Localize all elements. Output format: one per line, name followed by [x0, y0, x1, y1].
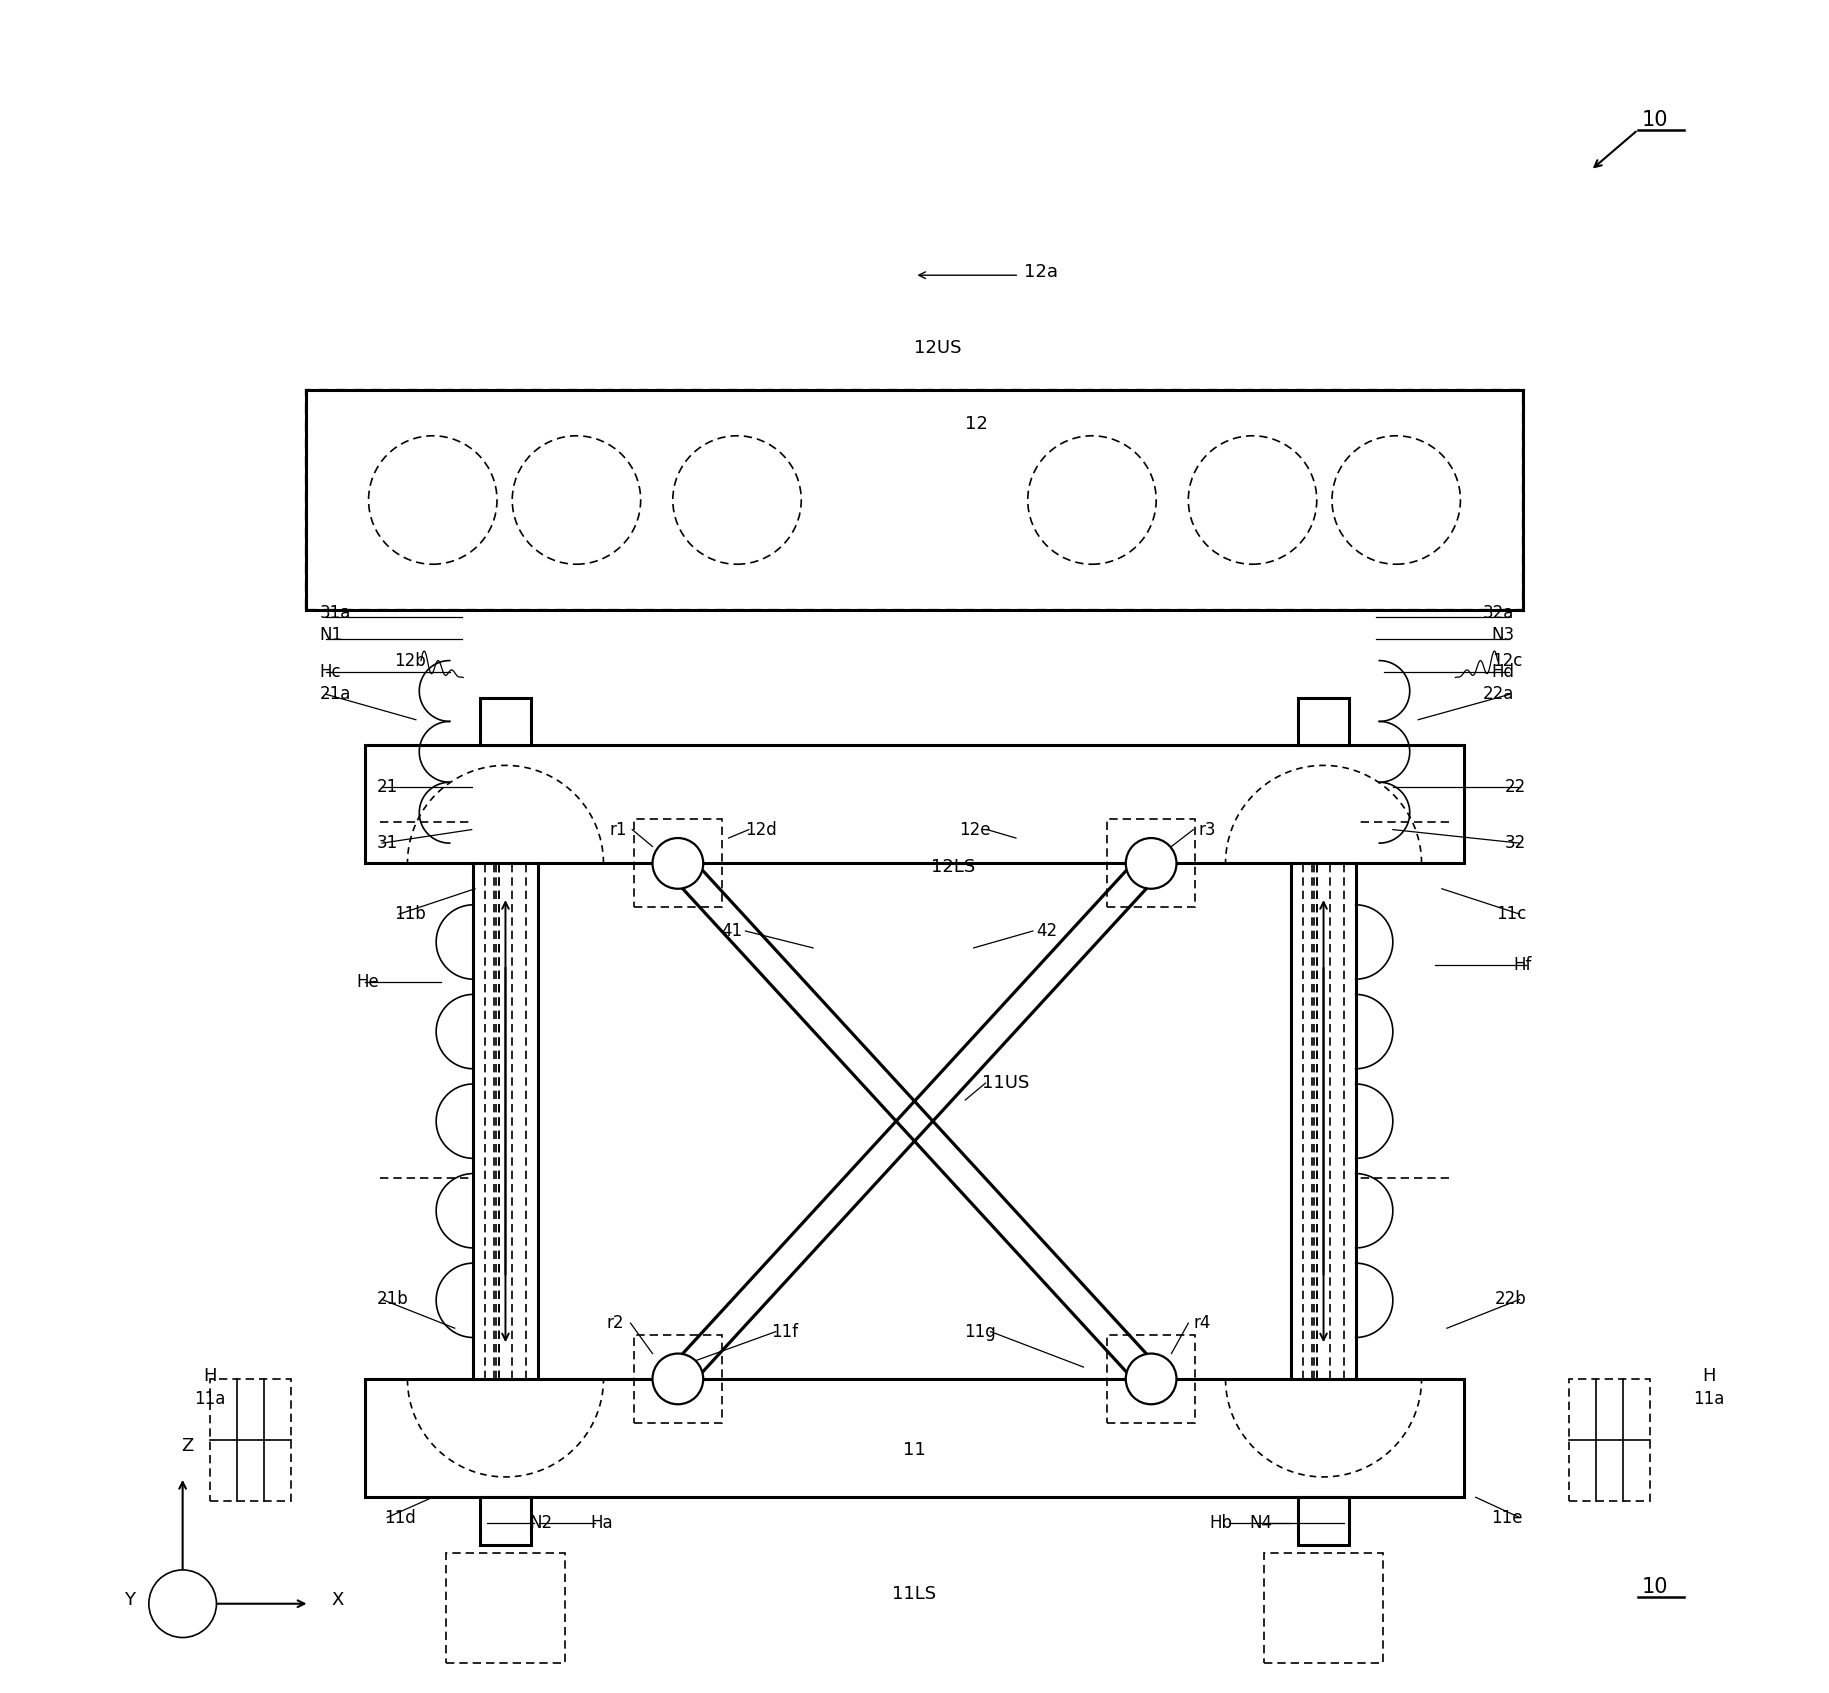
- Circle shape: [653, 838, 702, 889]
- Text: 12d: 12d: [746, 821, 777, 838]
- Text: 11c: 11c: [1496, 906, 1527, 923]
- Text: 10: 10: [1641, 1576, 1668, 1596]
- Bar: [305, 389, 1524, 609]
- Text: 11g: 11g: [964, 1322, 995, 1341]
- Text: 42: 42: [1037, 923, 1057, 940]
- Bar: [1299, 1497, 1348, 1544]
- Text: 31a: 31a: [320, 604, 351, 623]
- Circle shape: [1127, 838, 1176, 889]
- Text: 11LS: 11LS: [893, 1585, 936, 1603]
- Text: 12: 12: [966, 415, 988, 433]
- Circle shape: [148, 1569, 216, 1637]
- Text: 22b: 22b: [1494, 1290, 1527, 1309]
- Text: 11a: 11a: [1694, 1390, 1725, 1409]
- Text: Hb: Hb: [1209, 1514, 1233, 1532]
- Text: 32a: 32a: [1483, 604, 1514, 623]
- Text: 11e: 11e: [1491, 1508, 1524, 1527]
- Text: 12US: 12US: [914, 339, 962, 357]
- Bar: [1264, 1552, 1383, 1663]
- Bar: [1299, 698, 1348, 745]
- Text: 10: 10: [1641, 110, 1668, 130]
- Text: 22a: 22a: [1483, 686, 1514, 703]
- Text: H: H: [1703, 1366, 1716, 1385]
- Text: r4: r4: [1193, 1314, 1211, 1332]
- Text: r2: r2: [605, 1314, 624, 1332]
- Bar: [481, 1497, 530, 1544]
- Bar: [635, 819, 722, 907]
- Text: Hc: Hc: [320, 664, 342, 681]
- Text: 11f: 11f: [770, 1322, 797, 1341]
- Text: N2: N2: [529, 1514, 552, 1532]
- Text: r3: r3: [1198, 821, 1216, 838]
- Text: 41: 41: [721, 923, 743, 940]
- Text: 11d: 11d: [384, 1508, 415, 1527]
- Text: 11US: 11US: [982, 1073, 1030, 1092]
- Bar: [446, 1552, 565, 1663]
- Text: Z: Z: [181, 1437, 194, 1454]
- Bar: [1569, 1378, 1650, 1500]
- Text: Hd: Hd: [1491, 664, 1514, 681]
- Circle shape: [1127, 1354, 1176, 1403]
- Text: Hf: Hf: [1513, 957, 1531, 973]
- Bar: [210, 1378, 291, 1500]
- Text: 12LS: 12LS: [931, 858, 975, 875]
- Bar: [1107, 1336, 1194, 1422]
- Text: 11a: 11a: [194, 1390, 225, 1409]
- Bar: [366, 745, 1463, 863]
- Bar: [481, 698, 530, 745]
- Text: N3: N3: [1491, 626, 1514, 645]
- Text: Y: Y: [124, 1591, 135, 1610]
- Text: 12b: 12b: [393, 652, 426, 669]
- Bar: [635, 1336, 722, 1422]
- Text: N1: N1: [320, 626, 342, 645]
- Circle shape: [653, 1354, 702, 1403]
- Text: 22: 22: [1505, 779, 1527, 796]
- Text: 12e: 12e: [958, 821, 991, 838]
- Text: N4: N4: [1249, 1514, 1273, 1532]
- Text: 31: 31: [377, 835, 399, 852]
- Text: Ha: Ha: [591, 1514, 613, 1532]
- Text: 12a: 12a: [1024, 262, 1059, 281]
- Text: 21: 21: [377, 779, 399, 796]
- Text: 11: 11: [904, 1441, 925, 1459]
- Text: 11b: 11b: [393, 906, 426, 923]
- Text: 12c: 12c: [1492, 652, 1524, 669]
- Text: r1: r1: [609, 821, 627, 838]
- Text: X: X: [331, 1591, 344, 1610]
- Text: 32: 32: [1505, 835, 1527, 852]
- Text: 21b: 21b: [377, 1290, 408, 1309]
- Bar: [1107, 819, 1194, 907]
- Text: H: H: [203, 1366, 216, 1385]
- Text: 21a: 21a: [320, 686, 351, 703]
- Text: He: He: [357, 973, 379, 990]
- Bar: [366, 1378, 1463, 1497]
